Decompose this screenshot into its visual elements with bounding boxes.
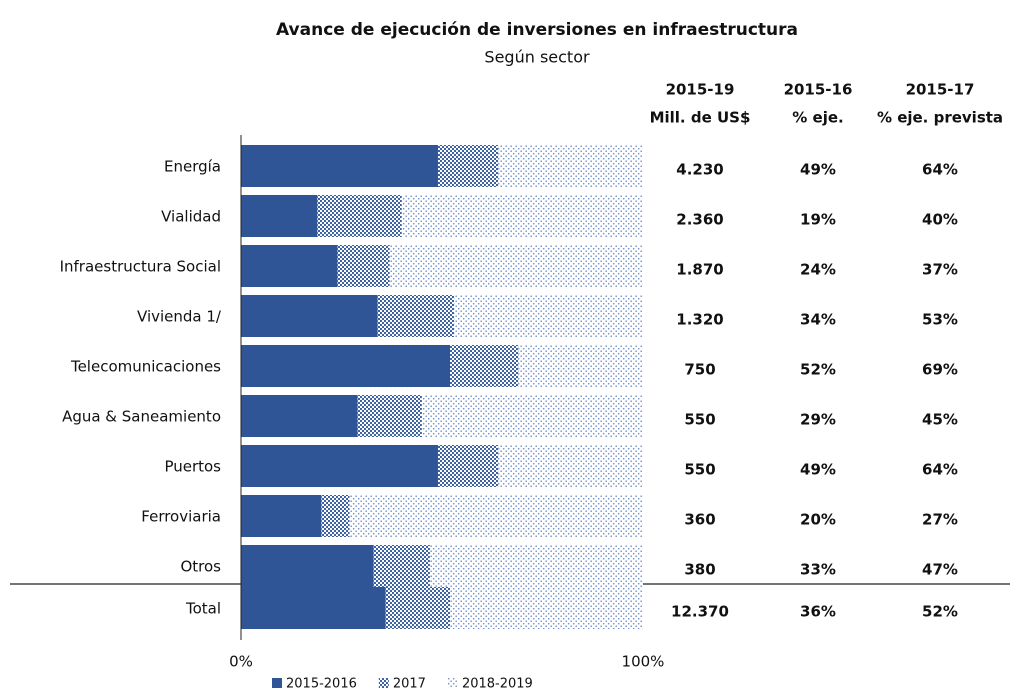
bar-segment [450, 587, 643, 629]
bar-segment [241, 395, 358, 437]
legend-swatch [447, 678, 458, 688]
column-header: Mill. de US$ [650, 109, 751, 127]
table-cell: 750 [684, 361, 715, 379]
bar-segment [421, 395, 643, 437]
bar-segment [401, 195, 643, 237]
table-cell: 24% [800, 261, 836, 279]
bar-segment [437, 445, 499, 487]
chart-subtitle: Según sector [484, 48, 590, 67]
table-cell: 1.320 [676, 311, 723, 329]
legend-swatch [272, 678, 282, 688]
bar-segment [498, 145, 643, 187]
table-cell: 64% [922, 461, 958, 479]
bar-segment [321, 495, 350, 537]
bar-segment [385, 587, 451, 629]
bar-segment [241, 295, 378, 337]
category-label: Puertos [164, 458, 221, 476]
category-label: Agua & Saneamiento [62, 408, 221, 426]
bar-segment [498, 445, 643, 487]
column-header: % eje. [792, 109, 843, 127]
table-cell: 33% [800, 561, 836, 579]
bar-segment [373, 545, 430, 587]
table-cell: 47% [922, 561, 958, 579]
category-label: Infraestructura Social [60, 258, 221, 276]
table-cell: 37% [922, 261, 958, 279]
table-cell: 380 [684, 561, 715, 579]
bar-segment [241, 145, 438, 187]
table-cell: 52% [922, 603, 958, 621]
category-label: Total [185, 600, 221, 618]
category-label: Telecomunicaciones [70, 358, 221, 376]
table-cell: 45% [922, 411, 958, 429]
bar-segment [241, 587, 386, 629]
table-cell: 2.360 [676, 211, 723, 229]
table-cell: 1.870 [676, 261, 723, 279]
column-header: % eje. prevista [877, 109, 1003, 127]
table-cell: 69% [922, 361, 958, 379]
bar-segment [389, 245, 643, 287]
category-label: Otros [180, 558, 221, 576]
bar-segment [437, 145, 499, 187]
bar-segment [241, 245, 338, 287]
table-cell: 550 [684, 411, 715, 429]
bar-segment [357, 395, 422, 437]
table-cell: 34% [800, 311, 836, 329]
table-cell: 4.230 [676, 161, 723, 179]
chart-title: Avance de ejecución de inversiones en in… [276, 20, 798, 40]
bar-segment [377, 295, 455, 337]
category-label: Energía [164, 158, 221, 176]
category-label: Vialidad [161, 208, 221, 226]
legend-label: 2018-2019 [462, 677, 533, 691]
bar-segment [337, 245, 390, 287]
table-cell: 64% [922, 161, 958, 179]
table-cell: 12.370 [671, 603, 729, 621]
table-cell: 550 [684, 461, 715, 479]
column-header: 2015-19 [666, 81, 735, 99]
table-cell: 20% [800, 511, 836, 529]
bar-segment [241, 545, 374, 587]
table-cell: 36% [800, 603, 836, 621]
table-cell: 49% [800, 161, 836, 179]
x-tick-label: 100% [622, 653, 665, 671]
bar-segment [241, 195, 318, 237]
bar-segment [518, 345, 643, 387]
table-cell: 52% [800, 361, 836, 379]
table-cell: 27% [922, 511, 958, 529]
table-cell: 53% [922, 311, 958, 329]
column-header: 2015-17 [906, 81, 975, 99]
category-label: Vivienda 1/ [137, 308, 222, 326]
legend-swatch [378, 678, 389, 688]
x-tick-label: 0% [229, 653, 253, 671]
table-cell: 40% [922, 211, 958, 229]
bar-segment [241, 495, 322, 537]
table-cell: 29% [800, 411, 836, 429]
table-cell: 360 [684, 511, 715, 529]
legend-label: 2015-2016 [286, 677, 357, 691]
bar-segment [454, 295, 643, 337]
table-cell: 19% [800, 211, 836, 229]
category-label: Ferroviaria [141, 508, 221, 526]
bar-segment [450, 345, 519, 387]
bar-segment [241, 445, 438, 487]
bar-segment [241, 345, 451, 387]
bar-segment [317, 195, 402, 237]
column-header: 2015-16 [784, 81, 853, 99]
bar-segment [429, 545, 643, 587]
table-cell: 49% [800, 461, 836, 479]
bar-segment [349, 495, 643, 537]
legend-label: 2017 [393, 677, 426, 691]
